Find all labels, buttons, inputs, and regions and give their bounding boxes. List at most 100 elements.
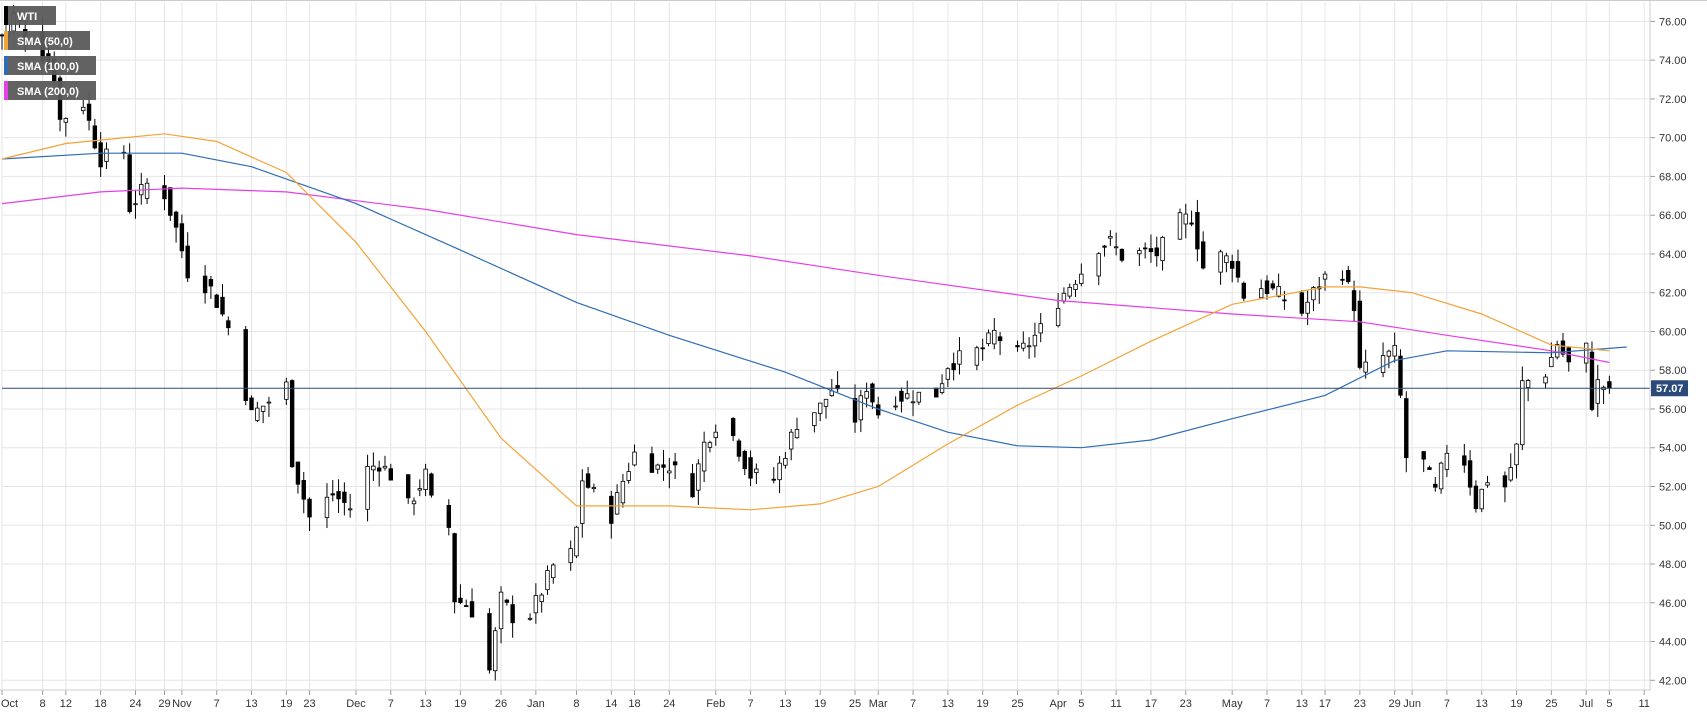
candle-up — [992, 329, 997, 345]
candle-up — [1444, 452, 1450, 470]
x-tick-label: Mar — [869, 698, 888, 710]
candle-up — [701, 441, 707, 472]
candle-down — [458, 597, 463, 603]
x-tick-label: Jan — [527, 698, 545, 710]
y-tick-label: 44.00 — [1659, 637, 1687, 649]
candle-down — [98, 142, 103, 168]
x-tick-label: 18 — [628, 698, 640, 710]
candle-down — [1119, 248, 1125, 261]
x-tick-label: 11 — [1638, 698, 1649, 710]
candle-up — [1514, 443, 1519, 466]
candle-up — [713, 431, 718, 438]
candle-down — [1102, 245, 1107, 248]
candle-up — [1026, 345, 1032, 348]
candle-down — [342, 491, 347, 503]
x-tick-label: Oct — [1, 698, 18, 710]
candle-down — [1421, 451, 1426, 460]
candle-down — [1607, 381, 1612, 389]
x-tick-label: 23 — [1354, 698, 1366, 710]
candle-up — [1038, 323, 1043, 334]
x-tick-label: 17 — [1145, 698, 1157, 710]
candle-up — [754, 468, 759, 473]
candle-down — [127, 154, 132, 212]
candle-up — [1259, 288, 1264, 299]
last-price-badge — [1651, 380, 1688, 397]
candle-down — [649, 453, 655, 473]
candle-up — [255, 407, 260, 421]
candle-up — [1073, 283, 1078, 290]
candle-up — [1392, 344, 1397, 357]
candle-up — [1322, 273, 1328, 280]
candle-down — [771, 478, 776, 481]
candle-down — [388, 468, 393, 481]
x-tick-label: 18 — [95, 698, 107, 710]
candle-up — [945, 368, 951, 380]
candle-down — [376, 467, 382, 472]
candle-down — [1229, 260, 1235, 269]
candle-down — [92, 125, 98, 149]
sma-layer — [1, 133, 1627, 511]
candle-down — [1398, 355, 1403, 396]
candle-down — [690, 473, 695, 498]
candle-down — [168, 187, 173, 216]
candle-down — [202, 275, 208, 294]
x-tick-label: 7 — [1444, 698, 1450, 710]
candle-down — [585, 473, 591, 488]
y-tick-label: 52.00 — [1659, 482, 1687, 494]
candle-down — [243, 329, 248, 402]
candle-down — [730, 418, 736, 437]
candle-up — [260, 405, 266, 412]
candle-down — [1142, 247, 1148, 250]
legend-color-swatch — [4, 81, 8, 100]
candle-down — [446, 504, 452, 528]
y-tick-label: 50.00 — [1659, 520, 1687, 532]
sma-50-line — [1, 133, 1610, 511]
x-tick-label: 13 — [779, 698, 791, 710]
candle-up — [1177, 212, 1183, 240]
candle-up — [667, 470, 672, 474]
candle-down — [1462, 455, 1467, 466]
candle-up — [1079, 273, 1084, 284]
candle-up — [371, 465, 376, 471]
candle-down — [336, 491, 341, 500]
candle-down — [1235, 261, 1241, 278]
y-tick-label: 54.00 — [1659, 443, 1687, 455]
candle-down — [185, 245, 190, 279]
candle-down — [1015, 345, 1020, 348]
candle-down — [742, 450, 747, 470]
candle-down — [934, 387, 939, 398]
candle-down — [609, 495, 614, 524]
x-tick-label: 12 — [60, 698, 72, 710]
x-tick-label: Apr — [1050, 698, 1067, 710]
candle-down — [997, 336, 1003, 342]
candle-down — [672, 461, 678, 466]
candle-down — [464, 605, 469, 607]
x-tick-label: Dec — [346, 698, 366, 710]
y-tick-label: 46.00 — [1659, 598, 1687, 610]
x-tick-label: 13 — [942, 698, 954, 710]
candle-up — [417, 488, 423, 491]
y-tick-label: 48.00 — [1659, 559, 1687, 571]
candle-up — [498, 591, 504, 630]
candle-down — [173, 211, 179, 228]
candle-down — [1427, 467, 1432, 470]
candle-down — [249, 397, 254, 411]
y-tick-label: 68.00 — [1659, 171, 1687, 183]
x-tick-label: Feb — [706, 698, 725, 710]
candle-up — [1508, 467, 1513, 481]
candle-down — [980, 347, 985, 350]
candle-up — [957, 350, 962, 365]
candle-up — [783, 458, 788, 466]
candle-down — [1560, 340, 1566, 355]
x-tick-label: 19 — [280, 698, 292, 710]
y-tick-label: 56.00 — [1659, 404, 1687, 416]
candle-up — [347, 508, 353, 511]
x-tick-label: 13 — [1296, 698, 1308, 710]
y-tick-label: 76.00 — [1659, 16, 1687, 28]
candle-up — [910, 401, 916, 404]
candle-down — [852, 398, 858, 423]
candle-up — [707, 442, 713, 448]
candle-up — [1311, 287, 1316, 301]
